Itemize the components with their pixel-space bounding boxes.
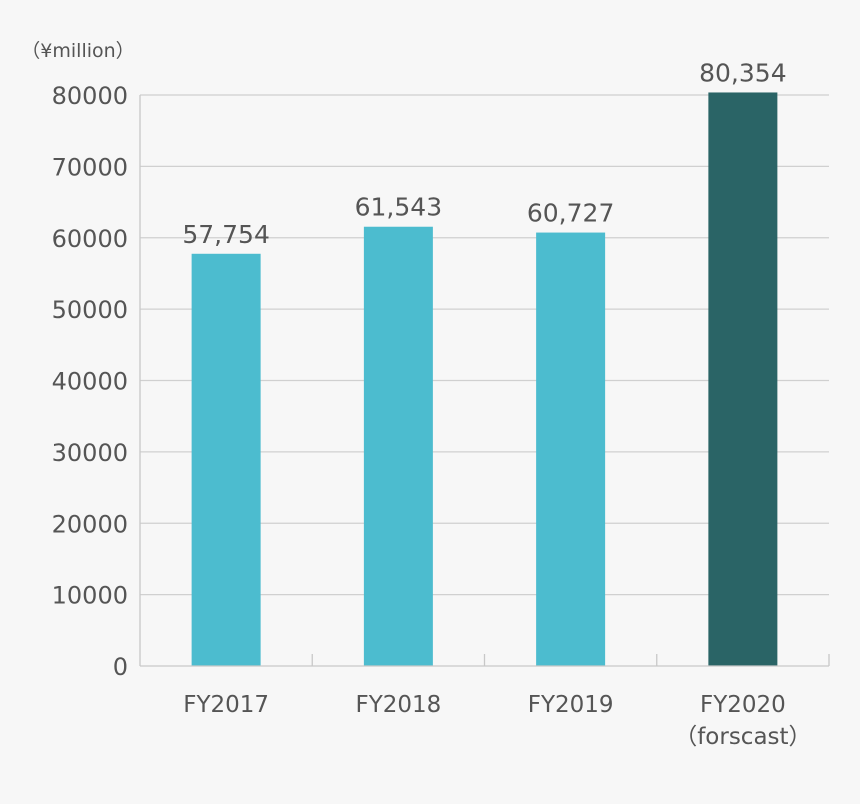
value-labels: 57,754 61,543 60,727 80,354 <box>182 58 786 248</box>
bar-fy2020 <box>708 92 778 666</box>
x-axis-category-labels: FY2017 FY2018 FY2019 FY2020 （forscast） <box>183 692 811 750</box>
bar-fy2018 <box>363 226 433 667</box>
y-tick-label: 60000 <box>52 225 128 253</box>
y-tick-label: 20000 <box>52 510 128 538</box>
y-axis-ticks: 0 10000 20000 30000 40000 50000 60000 70000 8000… <box>52 82 128 681</box>
value-label: 61,543 <box>355 193 442 222</box>
value-label: 80,354 <box>699 58 786 87</box>
value-label: 57,754 <box>182 220 269 249</box>
y-tick-label: 70000 <box>52 153 128 181</box>
value-label: 60,727 <box>527 199 614 228</box>
y-tick-label: 50000 <box>52 296 128 324</box>
y-tick-label: 30000 <box>52 439 128 467</box>
bars <box>191 92 778 667</box>
x-tick-label: FY2018 <box>355 692 441 718</box>
bar-fy2019 <box>536 232 606 666</box>
x-tick-label: （forscast） <box>674 724 811 750</box>
y-tick-label: 10000 <box>52 582 128 610</box>
x-axis <box>139 95 830 667</box>
x-tick-label: FY2020 <box>700 692 786 718</box>
y-axis-unit-label: （¥million） <box>21 40 134 62</box>
bar-fy2017 <box>191 253 261 666</box>
x-tick-label: FY2019 <box>528 692 614 718</box>
y-tick-label: 40000 <box>52 368 128 396</box>
x-tick-label: FY2017 <box>183 692 269 718</box>
y-tick-label: 80000 <box>52 82 128 110</box>
y-tick-label: 0 <box>113 653 128 681</box>
